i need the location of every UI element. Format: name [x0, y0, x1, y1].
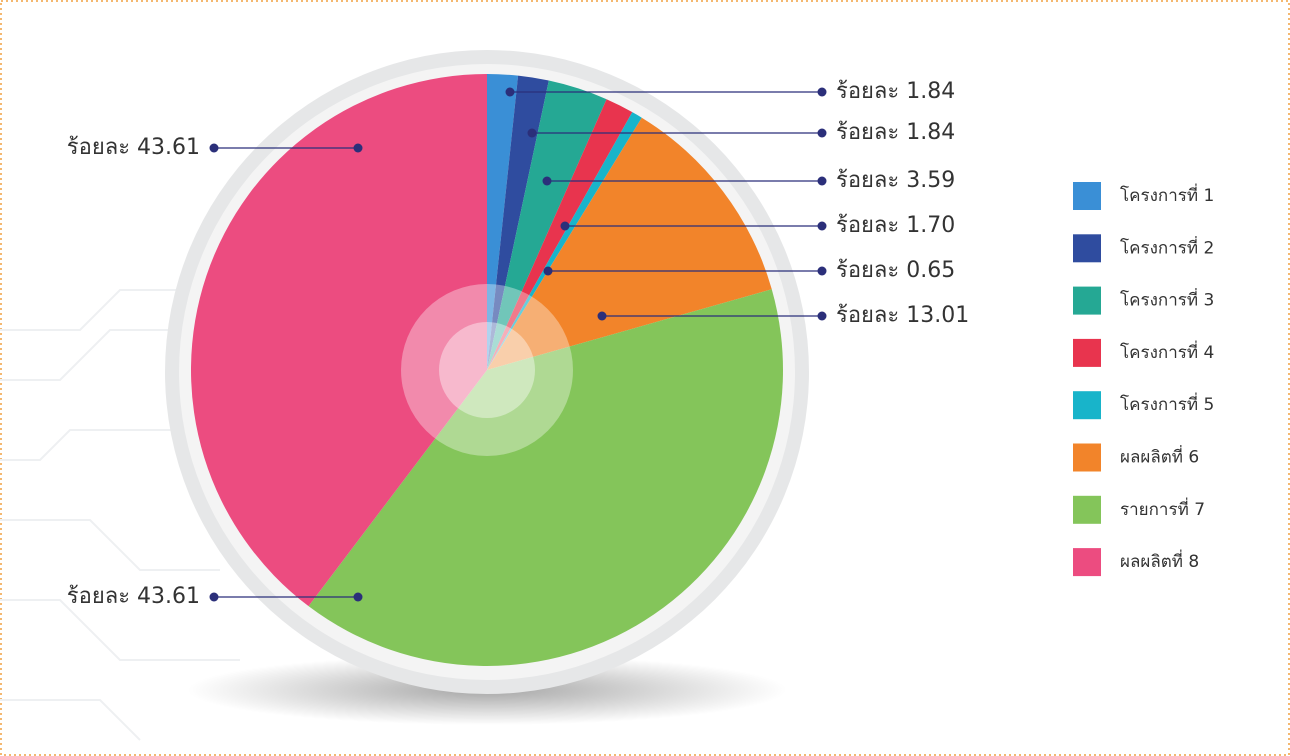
value-label: ร้อยละ 13.01: [836, 303, 969, 328]
value-label: ร้อยละ 1.84: [836, 79, 955, 104]
callout-dot: [353, 143, 363, 153]
callout-dot: [817, 87, 827, 97]
legend-swatch: [1073, 338, 1101, 367]
legend-swatch: [1073, 234, 1101, 263]
legend-swatch: [1073, 443, 1101, 472]
center-disc: [439, 322, 535, 418]
legend-label: โครงการที่ 4: [1120, 340, 1214, 363]
value-label: ร้อยละ 1.70: [836, 213, 955, 238]
legend-swatch: [1073, 391, 1101, 420]
legend-label: ผลผลิตที่ 8: [1120, 549, 1199, 572]
callout-dot: [597, 311, 607, 321]
value-label: ร้อยละ 1.84: [836, 120, 955, 145]
background-lines: [0, 289, 240, 741]
callout-dot: [817, 128, 827, 138]
value-label: ร้อยละ 3.59: [836, 168, 955, 193]
legend-label: ผลผลิตที่ 6: [1120, 445, 1199, 468]
legend-swatch: [1073, 182, 1101, 210]
value-label: ร้อยละ 43.61: [67, 135, 200, 160]
legend-label: โครงการที่ 5: [1120, 392, 1214, 415]
callout-dot: [209, 143, 219, 153]
pie-slice: [487, 99, 633, 370]
callout-dot: [209, 592, 219, 602]
callout-dot: [543, 266, 553, 276]
legend-label: โครงการที่ 2: [1120, 235, 1214, 258]
callout-dot: [542, 176, 552, 186]
callout-dot: [817, 221, 827, 231]
value-label: ร้อยละ 0.65: [836, 258, 955, 283]
legend-swatch: [1073, 548, 1101, 577]
legend-label: โครงการที่ 1: [1120, 183, 1214, 206]
callout-dot: [817, 311, 827, 321]
legend-label: รายการที่ 7: [1120, 497, 1205, 520]
legend-swatch: [1073, 286, 1101, 315]
callout-dot: [353, 592, 363, 602]
pie-slice: [487, 75, 549, 370]
callout-dot: [560, 221, 570, 231]
callout-dot: [505, 87, 515, 97]
pie-slice: [308, 289, 783, 667]
callout-dot: [817, 266, 827, 276]
center-ring: [401, 284, 573, 456]
callout-dot: [817, 176, 827, 186]
legend-swatch: [1073, 495, 1101, 524]
pie-slice: [487, 80, 607, 370]
callout-dot: [527, 128, 537, 138]
pie-slice: [487, 74, 519, 370]
pie-slice: [487, 112, 642, 371]
pie-slice: [190, 74, 488, 607]
value-label: ร้อยละ 43.61: [67, 584, 200, 609]
legend-label: โครงการที่ 3: [1120, 288, 1214, 311]
